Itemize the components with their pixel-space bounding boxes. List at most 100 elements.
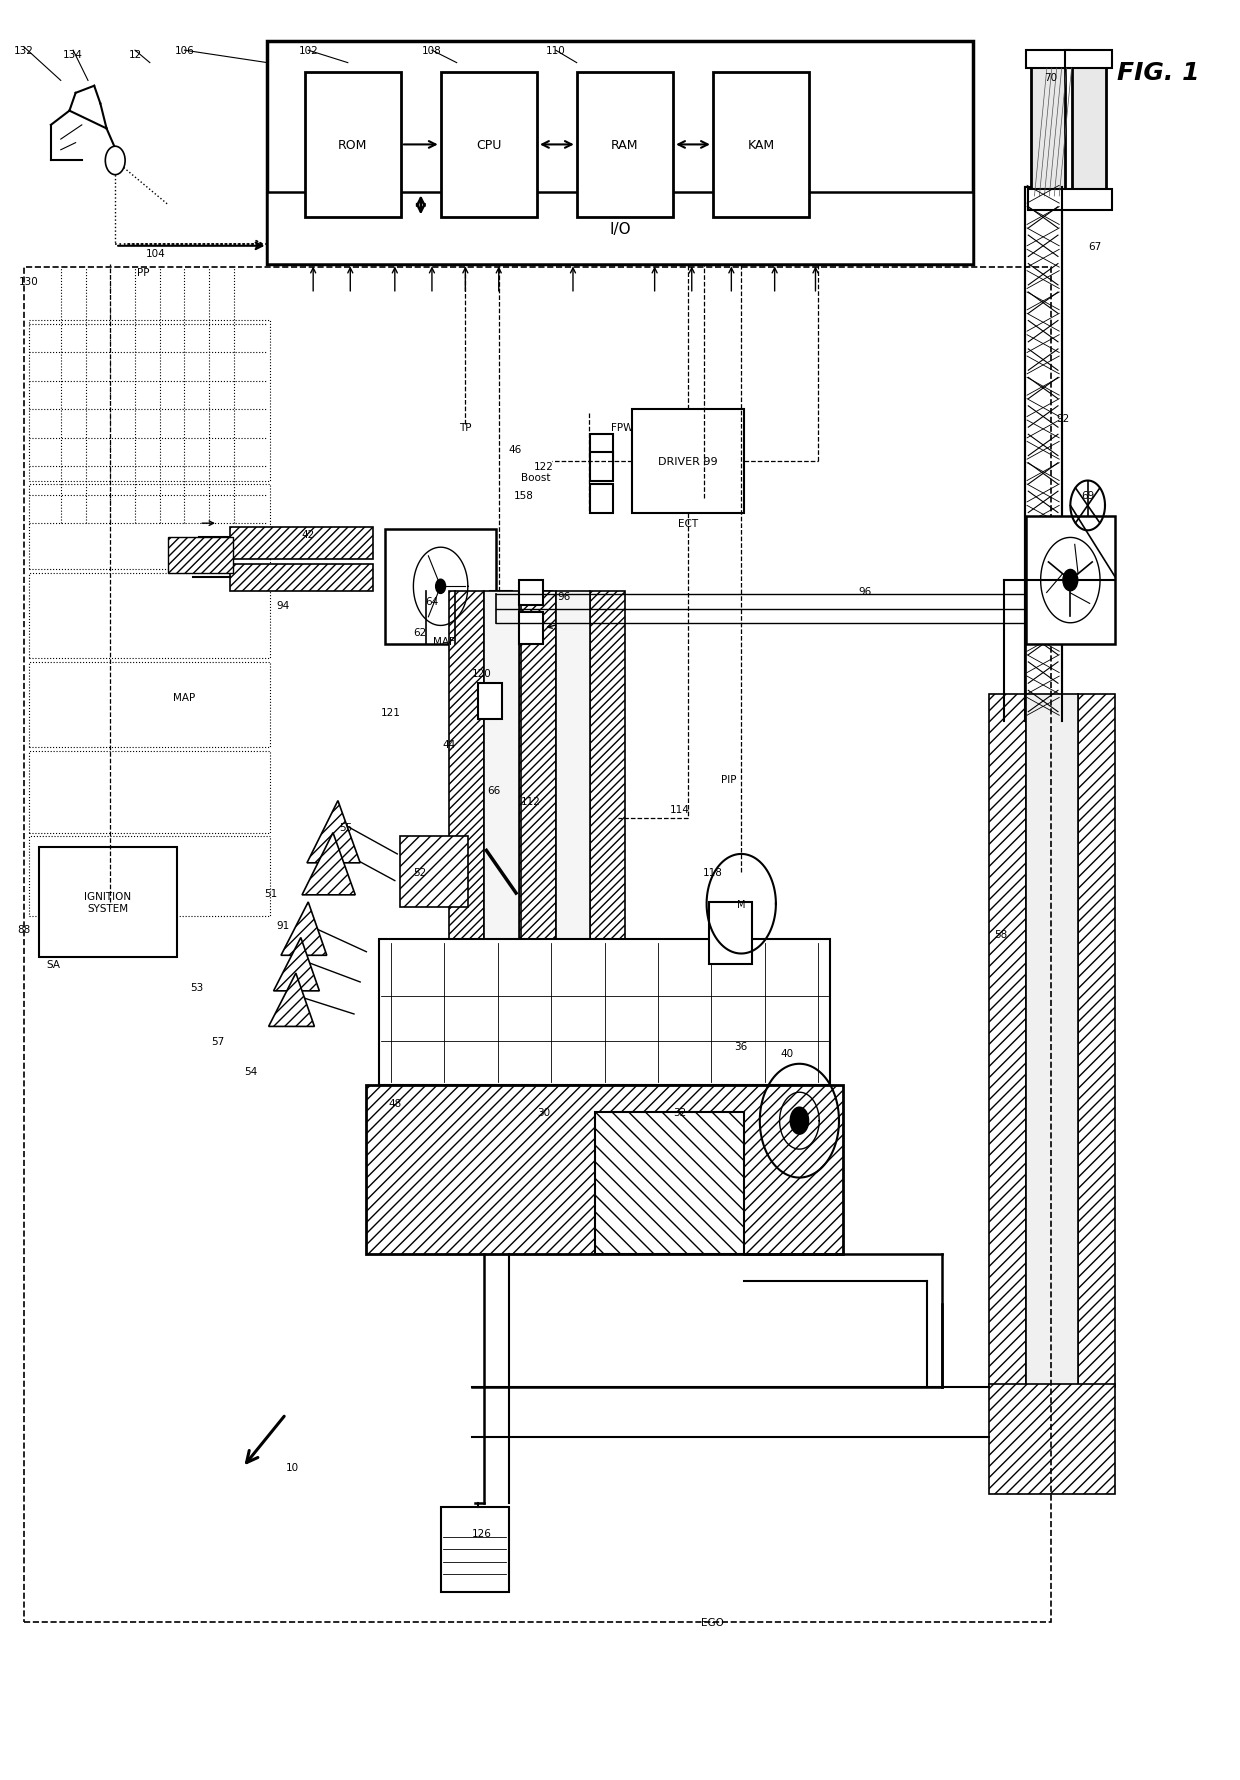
Text: PP: PP bbox=[138, 269, 150, 278]
Text: 96: 96 bbox=[858, 586, 872, 596]
Text: RAM: RAM bbox=[611, 139, 639, 151]
Polygon shape bbox=[308, 801, 360, 863]
Bar bbox=[231, 564, 372, 591]
Text: 130: 130 bbox=[19, 278, 38, 287]
Text: 126: 126 bbox=[471, 1529, 491, 1538]
Text: 110: 110 bbox=[546, 46, 565, 57]
Bar bbox=[477, 684, 502, 719]
Polygon shape bbox=[281, 902, 327, 956]
Text: 91: 91 bbox=[277, 920, 290, 931]
Text: ECT: ECT bbox=[678, 520, 698, 529]
Bar bbox=[38, 847, 177, 958]
Bar bbox=[590, 484, 613, 513]
Text: 46: 46 bbox=[508, 445, 522, 454]
Text: MAF: MAF bbox=[433, 635, 455, 646]
Bar bbox=[577, 73, 673, 219]
Text: 62: 62 bbox=[413, 627, 427, 637]
Bar bbox=[29, 662, 270, 748]
Bar bbox=[709, 902, 753, 965]
Text: EGO: EGO bbox=[702, 1618, 724, 1627]
Text: 122: 122 bbox=[533, 463, 553, 472]
Text: 92: 92 bbox=[1056, 415, 1070, 424]
Polygon shape bbox=[303, 833, 355, 895]
Text: 132: 132 bbox=[14, 46, 33, 57]
Bar bbox=[988, 1385, 1115, 1493]
Polygon shape bbox=[274, 938, 320, 991]
Text: 30: 30 bbox=[537, 1107, 549, 1118]
Text: PIP: PIP bbox=[722, 774, 737, 785]
Bar bbox=[268, 194, 972, 265]
Text: DRIVER 99: DRIVER 99 bbox=[658, 457, 718, 466]
Bar bbox=[713, 73, 810, 219]
Bar bbox=[29, 837, 270, 917]
Bar bbox=[1025, 52, 1070, 69]
Text: 114: 114 bbox=[670, 805, 689, 815]
Bar bbox=[1030, 64, 1065, 198]
Text: KAM: KAM bbox=[748, 139, 775, 151]
Bar bbox=[399, 837, 467, 908]
Bar bbox=[29, 573, 270, 659]
Text: 51: 51 bbox=[264, 888, 278, 899]
Text: Boost: Boost bbox=[521, 473, 551, 482]
Bar bbox=[305, 73, 401, 219]
Bar bbox=[595, 1112, 744, 1255]
Text: 44: 44 bbox=[443, 739, 456, 749]
Bar bbox=[366, 1086, 843, 1255]
Text: MAP: MAP bbox=[174, 692, 196, 703]
Text: M: M bbox=[737, 899, 745, 910]
Bar bbox=[556, 591, 590, 1015]
Text: 53: 53 bbox=[190, 983, 203, 993]
Bar bbox=[1065, 52, 1112, 69]
Text: 106: 106 bbox=[175, 46, 195, 57]
Text: 96: 96 bbox=[558, 591, 570, 602]
Text: TP: TP bbox=[459, 424, 471, 433]
Bar bbox=[521, 591, 556, 1015]
Text: 67: 67 bbox=[1089, 242, 1101, 251]
Bar bbox=[24, 269, 1050, 1622]
Bar bbox=[440, 73, 537, 219]
Text: 66: 66 bbox=[487, 785, 501, 796]
Text: 42: 42 bbox=[301, 530, 315, 539]
Bar bbox=[518, 591, 553, 1015]
Text: 108: 108 bbox=[422, 46, 441, 57]
Text: 134: 134 bbox=[63, 50, 83, 61]
Bar bbox=[590, 591, 625, 1015]
Bar bbox=[29, 320, 270, 481]
Bar bbox=[1071, 64, 1106, 198]
Text: 12: 12 bbox=[129, 50, 141, 61]
Bar bbox=[449, 591, 484, 1015]
Text: 57: 57 bbox=[211, 1036, 224, 1047]
Text: I/O: I/O bbox=[609, 221, 631, 237]
Text: 94: 94 bbox=[277, 600, 290, 611]
Text: 118: 118 bbox=[703, 867, 723, 878]
Text: 88: 88 bbox=[17, 924, 30, 935]
Text: FPW: FPW bbox=[611, 424, 634, 433]
Bar bbox=[378, 940, 831, 1086]
Bar bbox=[490, 591, 512, 630]
Bar bbox=[169, 538, 233, 573]
Text: 158: 158 bbox=[513, 491, 533, 500]
Text: 10: 10 bbox=[285, 1463, 299, 1472]
Polygon shape bbox=[269, 974, 315, 1027]
Text: CPU: CPU bbox=[476, 139, 501, 151]
Bar bbox=[231, 527, 372, 559]
Bar bbox=[384, 529, 496, 644]
Circle shape bbox=[790, 1107, 810, 1136]
Text: 102: 102 bbox=[299, 46, 319, 57]
Text: 48: 48 bbox=[388, 1098, 402, 1109]
Bar bbox=[988, 694, 1025, 1388]
Text: FIG. 1: FIG. 1 bbox=[1117, 61, 1199, 84]
Text: 112: 112 bbox=[521, 796, 541, 806]
Text: 58: 58 bbox=[994, 929, 1008, 940]
Bar bbox=[632, 409, 744, 513]
Bar bbox=[29, 751, 270, 833]
Text: ROM: ROM bbox=[339, 139, 367, 151]
Circle shape bbox=[435, 580, 445, 595]
Text: 36: 36 bbox=[734, 1041, 748, 1052]
Circle shape bbox=[105, 148, 125, 176]
Text: 120: 120 bbox=[471, 668, 491, 678]
Bar bbox=[1025, 694, 1078, 1388]
Bar bbox=[268, 43, 972, 265]
Bar bbox=[1028, 190, 1112, 212]
Text: 69: 69 bbox=[1081, 491, 1094, 500]
